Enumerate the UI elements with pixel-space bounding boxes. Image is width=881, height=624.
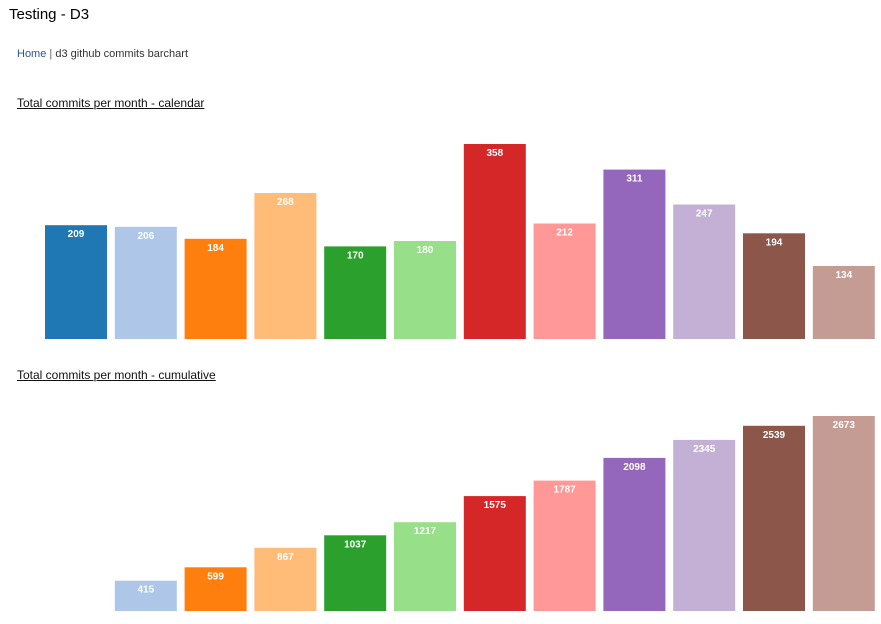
calendar-bar-label-1: 209 <box>68 229 85 240</box>
calendar-bar-6 <box>394 241 456 339</box>
calendar-bar-label-8: 212 <box>556 228 573 239</box>
cumulative-bar-label-3: 599 <box>207 571 224 582</box>
cumulative-bar-10 <box>673 439 736 611</box>
cumulative-chart-title: Total commits per month - cumulative <box>17 368 216 382</box>
cumulative-bar-5 <box>324 535 387 611</box>
calendar-bar-12 <box>812 266 875 339</box>
cumulative-bar-8 <box>533 480 596 611</box>
cumulative-bar-2 <box>114 580 177 611</box>
calendar-bar-label-4: 268 <box>277 197 294 208</box>
breadcrumb-home-link[interactable]: Home <box>17 48 47 60</box>
cumulative-bar-7 <box>463 496 526 611</box>
cumulative-bar-label-8: 1787 <box>553 485 576 496</box>
calendar-bar-1 <box>45 225 107 339</box>
calendar-bar-label-12: 134 <box>835 270 852 281</box>
calendar-bar-8 <box>533 223 596 339</box>
cumulative-bar-label-6: 1217 <box>414 526 437 537</box>
cumulative-bar-3 <box>184 567 247 611</box>
calendar-bar-10 <box>673 204 736 339</box>
calendar-bar-5 <box>324 246 387 339</box>
calendar-bar-label-6: 180 <box>417 245 434 256</box>
calendar-bar-label-5: 170 <box>347 250 364 261</box>
calendar-bar-label-7: 358 <box>486 148 503 159</box>
breadcrumb-separator: | <box>49 48 53 60</box>
calendar-bar-11 <box>743 233 805 339</box>
calendar-bar-2 <box>114 226 177 339</box>
calendar-bar-7 <box>463 144 526 339</box>
cumulative-bar-label-7: 1575 <box>484 500 507 511</box>
calendar-bar-label-9: 311 <box>626 174 643 185</box>
breadcrumb: Home | d3 github commits barchart <box>17 48 188 60</box>
breadcrumb-current: d3 github commits barchart <box>55 48 188 60</box>
calendar-bar-4 <box>254 193 317 339</box>
cumulative-bar-9 <box>603 457 666 611</box>
cumulative-bar-label-10: 2345 <box>693 444 716 455</box>
cumulative-bar-11 <box>743 425 805 611</box>
cumulative-bar-label-2: 415 <box>137 585 154 596</box>
cumulative-bar-label-4: 867 <box>277 552 294 563</box>
cumulative-bar-4 <box>254 547 317 611</box>
cumulative-bar-chart: 415 599 867 1037 1217 1575 1787 2098 2345 2539 267… <box>114 416 875 611</box>
calendar-bar-label-10: 247 <box>696 209 713 220</box>
calendar-bar-label-11: 194 <box>766 237 783 248</box>
calendar-bar-3 <box>184 238 247 339</box>
cumulative-bar-label-9: 2098 <box>623 462 646 473</box>
calendar-bar-9 <box>603 169 666 339</box>
cumulative-bar-12 <box>812 416 875 611</box>
calendar-chart-title: Total commits per month - calendar <box>17 96 205 110</box>
cumulative-bar-label-11: 2539 <box>763 430 786 441</box>
calendar-bar-label-2: 206 <box>137 231 154 242</box>
cumulative-bar-label-5: 1037 <box>344 539 367 550</box>
cumulative-bar-label-12: 2673 <box>833 420 856 431</box>
calendar-bar-chart: 209 206 184 268 170 180 358 212 311 247 194 134 <box>45 144 875 339</box>
page-title: Testing - D3 <box>9 6 90 23</box>
cumulative-bar-6 <box>394 522 456 611</box>
calendar-bar-label-3: 184 <box>207 243 224 254</box>
